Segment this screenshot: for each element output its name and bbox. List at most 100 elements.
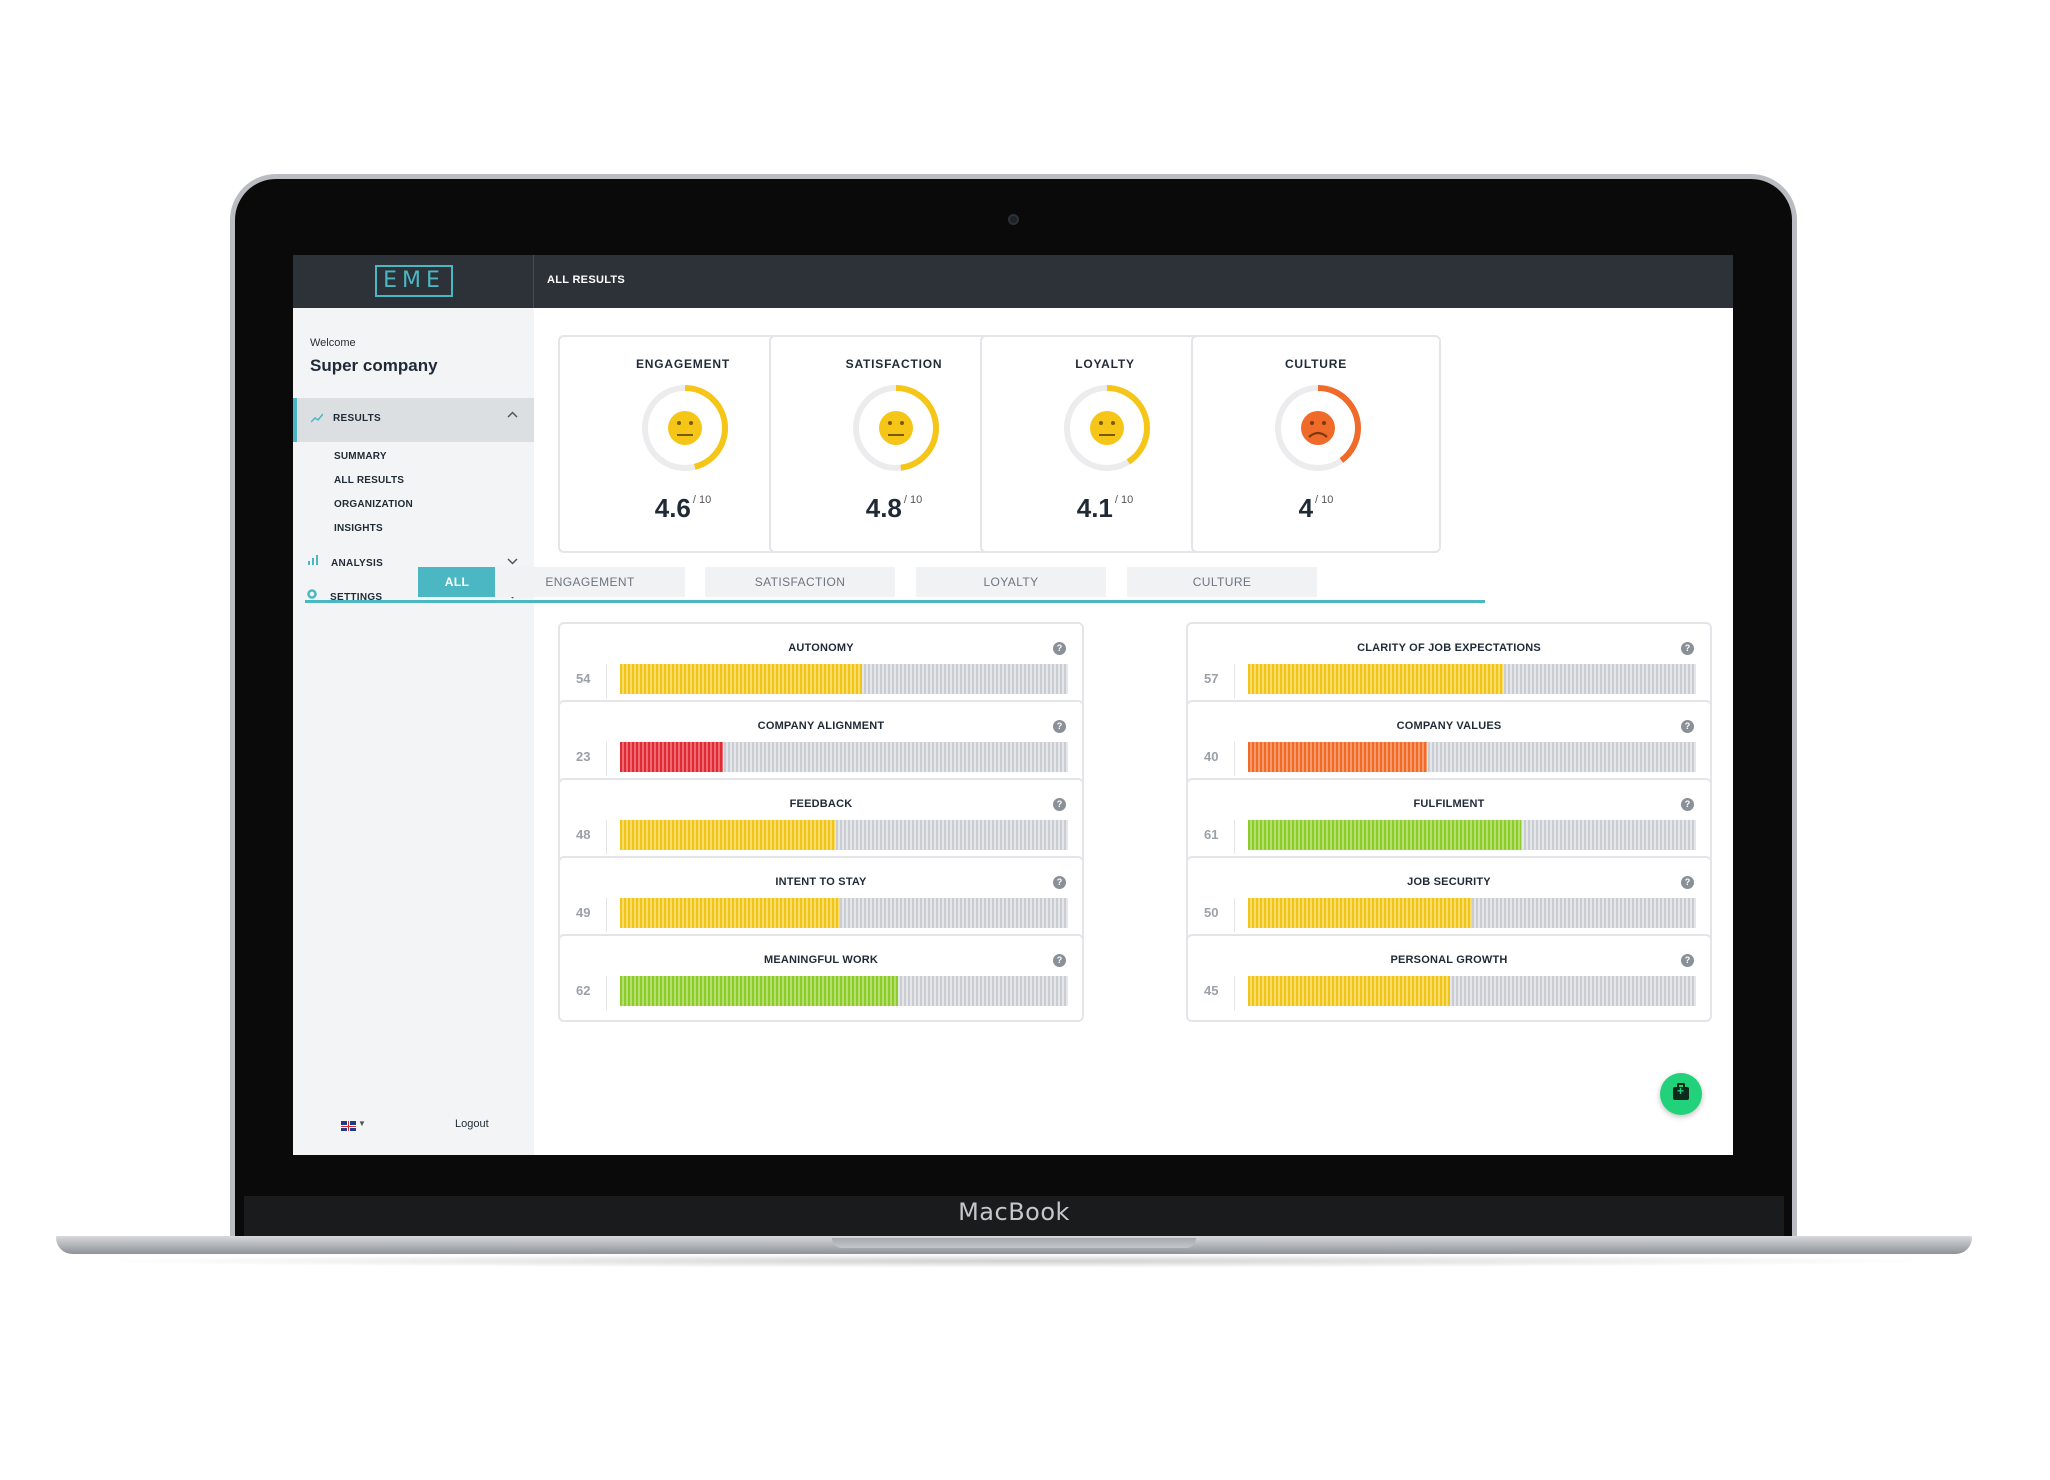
metric-card-job-security[interactable]: JOB SECURITY? 50 (1186, 856, 1712, 944)
help-icon[interactable]: ? (1681, 642, 1694, 655)
metric-divider (1234, 664, 1235, 698)
score-card-title: SATISFACTION (845, 357, 943, 371)
metric-bar-fill (1248, 898, 1472, 928)
sidebar-item-summary[interactable]: SUMMARY (334, 451, 387, 462)
page-title: ALL RESULTS (547, 274, 626, 286)
chevron-down-icon[interactable] (507, 556, 518, 568)
metric-card-fulfilment[interactable]: FULFILMENT? 61 (1186, 778, 1712, 866)
sidebar-item-organization[interactable]: ORGANIZATION (334, 499, 413, 510)
tab-culture[interactable]: CULTURE (1127, 567, 1317, 597)
metric-title: FULFILMENT (1413, 798, 1485, 810)
metric-score: 62 (576, 983, 591, 998)
metric-bar-track (620, 820, 1068, 850)
laptop-bezel (244, 1196, 1784, 1236)
camera-icon (1008, 214, 1019, 225)
laptop-brand-label: MacBook (958, 1198, 1070, 1226)
app-logo[interactable]: EME (375, 265, 453, 297)
logout-link[interactable]: Logout (455, 1118, 489, 1130)
metric-title: CLARITY OF JOB EXPECTATIONS (1357, 642, 1541, 654)
help-icon[interactable]: ? (1681, 876, 1694, 889)
metric-score: 50 (1204, 905, 1219, 920)
metric-bar-fill (1248, 820, 1522, 850)
nav-item-results[interactable]: RESULTS (293, 398, 534, 442)
score-card-culture[interactable]: CULTURE 4/ 10 (1191, 335, 1441, 553)
score-gauge (638, 381, 732, 475)
nav-item-settings-label: SETTINGS (330, 592, 383, 603)
metric-card-company-values[interactable]: COMPANY VALUES? 40 (1186, 700, 1712, 788)
help-icon[interactable]: ? (1053, 720, 1066, 733)
tab-engagement[interactable]: ENGAGEMENT (495, 567, 685, 597)
metric-score: 57 (1204, 671, 1219, 686)
score-max: / 10 (692, 494, 712, 506)
metric-title: INTENT TO STAY (775, 876, 867, 888)
score-card-loyalty[interactable]: LOYALTY 4.1/ 10 (980, 335, 1230, 553)
score-max: / 10 (903, 494, 923, 506)
metric-card-intent-to-stay[interactable]: INTENT TO STAY? 49 (558, 856, 1084, 944)
metric-bar-track (1248, 898, 1696, 928)
help-icon[interactable]: ? (1681, 798, 1694, 811)
sidebar: EME Welcome Super company RESULTS SUMMAR… (293, 255, 534, 1155)
help-icon[interactable]: ? (1053, 954, 1066, 967)
help-icon[interactable]: ? (1681, 954, 1694, 967)
score-gauge (1060, 381, 1154, 475)
nav-item-results-label: RESULTS (333, 413, 382, 424)
first-aid-kit-button[interactable] (1660, 1073, 1702, 1115)
nav-item-analysis[interactable]: ANALYSIS (293, 545, 534, 575)
metric-score: 48 (576, 827, 591, 842)
help-icon[interactable]: ? (1053, 876, 1066, 889)
neutral-face-icon (1090, 411, 1124, 445)
tab-loyalty[interactable]: LOYALTY (916, 567, 1106, 597)
laptop-base-notch (832, 1238, 1196, 1248)
help-icon[interactable]: ? (1681, 720, 1694, 733)
score-max: / 10 (1114, 494, 1134, 506)
metric-divider (606, 664, 607, 698)
top-bar: ALL RESULTS (534, 255, 1733, 308)
metric-title: AUTONOMY (788, 642, 854, 654)
metric-bar-track (1248, 664, 1696, 694)
help-icon[interactable]: ? (1053, 642, 1066, 655)
tab-satisfaction[interactable]: SATISFACTION (705, 567, 895, 597)
metric-title: MEANINGFUL WORK (763, 954, 878, 966)
metric-card-feedback[interactable]: FEEDBACK? 48 (558, 778, 1084, 866)
app-screen: EME Welcome Super company RESULTS SUMMAR… (293, 255, 1733, 1155)
score-card-engagement[interactable]: ENGAGEMENT 4.6/ 10 (558, 335, 808, 553)
chevron-up-icon[interactable] (507, 410, 518, 422)
logo-bar: EME (293, 255, 534, 308)
sidebar-item-insights[interactable]: INSIGHTS (334, 523, 383, 534)
metric-title: FEEDBACK (789, 798, 853, 810)
metric-card-meaningful-work[interactable]: MEANINGFUL WORK? 62 (558, 934, 1084, 1022)
score-number: 4.6 (654, 493, 691, 523)
metric-divider (606, 898, 607, 932)
metric-title: JOB SECURITY (1407, 876, 1491, 888)
tab-all[interactable]: ALL (418, 567, 496, 597)
metric-divider (606, 820, 607, 854)
score-card-satisfaction[interactable]: SATISFACTION 4.8/ 10 (769, 335, 1019, 553)
metric-bar-track (1248, 820, 1696, 850)
metric-card-autonomy[interactable]: AUTONOMY? 54 (558, 622, 1084, 710)
metric-bar-fill (620, 898, 840, 928)
help-icon[interactable]: ? (1053, 798, 1066, 811)
metric-card-clarity-of-job-expectations[interactable]: CLARITY OF JOB EXPECTATIONS? 57 (1186, 622, 1712, 710)
sidebar-item-all-results[interactable]: ALL RESULTS (334, 475, 405, 486)
metric-bar-fill (620, 664, 862, 694)
caret-down-icon[interactable]: ▼ (358, 1119, 366, 1128)
metric-bar-track (620, 976, 1068, 1006)
metric-card-personal-growth[interactable]: PERSONAL GROWTH? 45 (1186, 934, 1712, 1022)
score-value: 4.6/ 10 (560, 493, 806, 524)
score-value: 4.8/ 10 (771, 493, 1017, 524)
uk-flag-icon[interactable] (341, 1121, 356, 1131)
score-gauge (1271, 381, 1365, 475)
company-name: Super company (310, 356, 438, 375)
score-value: 4/ 10 (1193, 493, 1439, 524)
metric-divider (606, 742, 607, 776)
metric-score: 49 (576, 905, 591, 920)
score-number: 4 (1298, 493, 1314, 523)
metric-bar-track (1248, 976, 1696, 1006)
metric-divider (1234, 976, 1235, 1010)
first-aid-kit-icon (1673, 1083, 1689, 1100)
metric-bar-fill (620, 976, 898, 1006)
bar-chart-icon (307, 555, 319, 568)
metric-bar-track (620, 742, 1068, 772)
metric-card-company-alignment[interactable]: COMPANY ALIGNMENT? 23 (558, 700, 1084, 788)
score-gauge (849, 381, 943, 475)
